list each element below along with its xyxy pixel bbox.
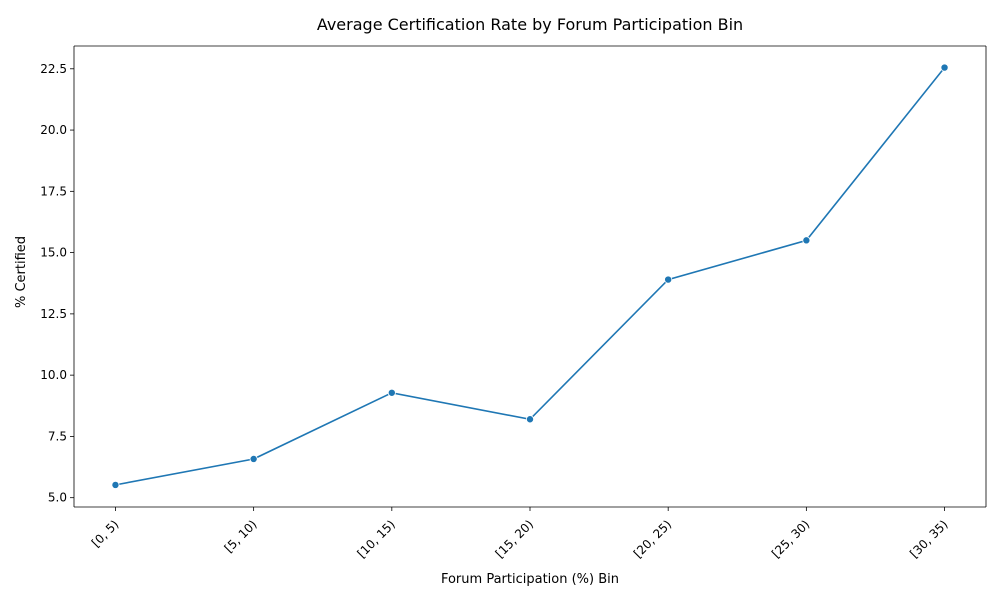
data-point <box>802 236 811 245</box>
x-tick-label: [5, 10) <box>222 517 260 555</box>
y-tick-label: 12.5 <box>40 307 67 321</box>
y-tick-label: 5.0 <box>48 491 67 505</box>
y-axis-label: % Certified <box>14 236 29 308</box>
y-tick-label: 7.5 <box>48 429 67 443</box>
x-axis-label: Forum Participation (%) Bin <box>441 572 619 587</box>
y-tick-label: 20.0 <box>40 123 67 137</box>
y-tick-label: 22.5 <box>40 62 67 76</box>
chart-title: Average Certification Rate by Forum Part… <box>317 15 743 34</box>
x-tick-label: [20, 25) <box>631 517 675 561</box>
x-tick-label: [30, 35) <box>907 517 951 561</box>
y-tick-label: 10.0 <box>40 368 67 382</box>
data-point <box>940 63 949 72</box>
y-tick-label: 17.5 <box>40 184 67 198</box>
x-tick-label: [15, 20) <box>493 517 537 561</box>
x-tick-label: [25, 30) <box>769 517 813 561</box>
x-tick-label: [0, 5) <box>89 517 122 550</box>
data-point <box>111 480 120 489</box>
data-point <box>526 415 535 424</box>
y-tick-label: 15.0 <box>40 246 67 260</box>
data-point <box>249 454 258 463</box>
data-point <box>387 388 396 397</box>
data-point <box>664 275 673 284</box>
plot-area: 5.0 7.5 10.0 12.5 15.0 17.5 20.0 22.5 [0, 5) [5, … <box>40 45 987 561</box>
x-tick-label: [10, 15) <box>354 517 398 561</box>
